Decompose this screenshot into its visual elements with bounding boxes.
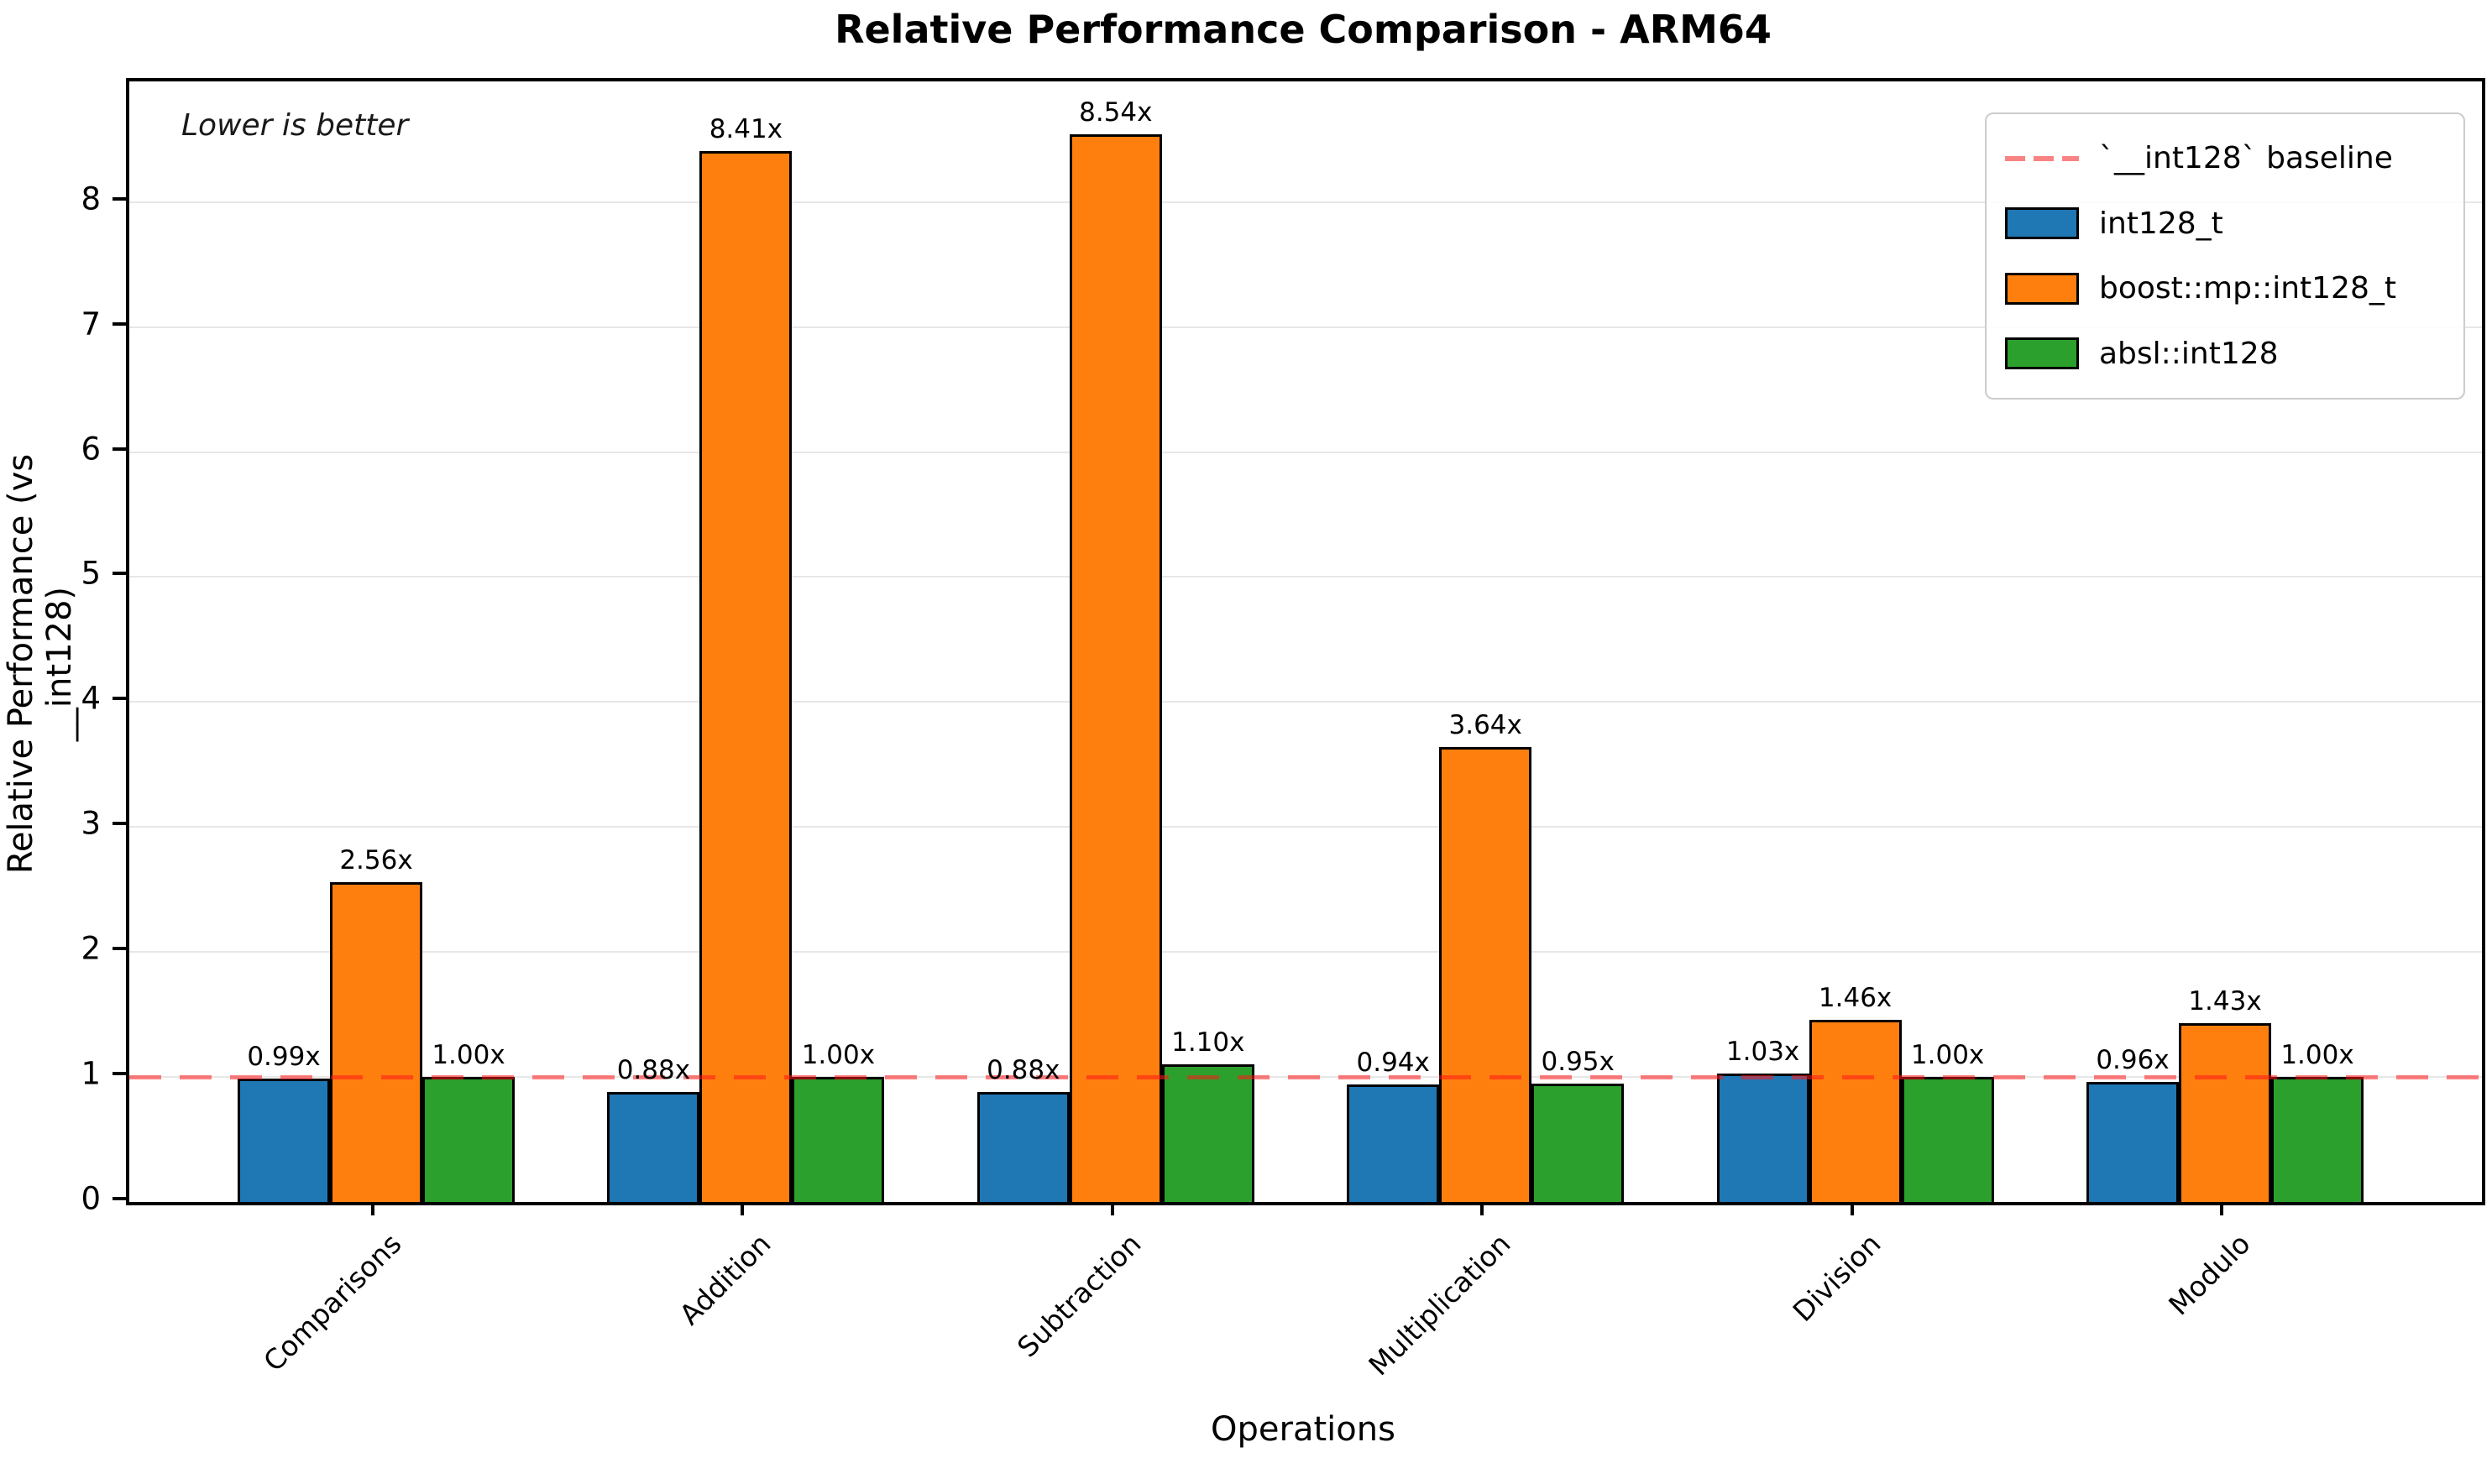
x-tick-label: Division bbox=[1786, 1227, 1887, 1329]
y-tick-label: 1 bbox=[81, 1055, 101, 1092]
y-gridline bbox=[129, 326, 2482, 328]
chart-title: Relative Performance Comparison - ARM64 bbox=[835, 7, 1772, 52]
bar-value-label: 1.00x bbox=[432, 1040, 505, 1071]
bar-value-label: 0.88x bbox=[616, 1054, 691, 1085]
y-tick-mark bbox=[113, 447, 126, 451]
bar-int128_t bbox=[607, 1091, 700, 1202]
bar-boost::mp::int128_t bbox=[1069, 134, 1162, 1202]
bar-value-label: 1.00x bbox=[1910, 1040, 1985, 1071]
y-tick-mark bbox=[113, 1072, 126, 1076]
x-axis-label: Operations bbox=[1211, 1410, 1395, 1449]
bar-value-label: 1.03x bbox=[1725, 1036, 1800, 1067]
x-tick-label: Addition bbox=[673, 1227, 777, 1331]
y-gridline bbox=[129, 701, 2482, 703]
bar-boost::mp::int128_t bbox=[699, 150, 793, 1202]
bar-value-label: 0.94x bbox=[1356, 1048, 1430, 1079]
bar-value-label: 1.43x bbox=[2188, 986, 2262, 1017]
y-tick-mark bbox=[113, 572, 126, 576]
bar-int128_t bbox=[2086, 1082, 2179, 1202]
x-tick-mark bbox=[371, 1202, 374, 1215]
x-tick-mark bbox=[2220, 1202, 2223, 1215]
annotation-lower-is-better: Lower is better bbox=[181, 108, 409, 143]
legend-swatch-icon bbox=[2005, 272, 2079, 305]
legend-label: `__int128` baseline bbox=[2099, 141, 2393, 176]
y-tick-label: 0 bbox=[81, 1180, 101, 1217]
legend-swatch-icon bbox=[2005, 207, 2079, 240]
y-tick-label: 4 bbox=[81, 680, 101, 717]
x-tick-label: Subtraction bbox=[1010, 1227, 1148, 1364]
y-tick-mark bbox=[113, 1197, 126, 1200]
bar-absl::int128 bbox=[1531, 1083, 1625, 1202]
bar-int128_t bbox=[976, 1091, 1070, 1202]
x-tick-mark bbox=[1110, 1202, 1114, 1215]
legend-item-boost::mp::int128_t: boost::mp::int128_t bbox=[2005, 271, 2445, 306]
bar-absl::int128 bbox=[2271, 1077, 2364, 1202]
bar-value-label: 0.96x bbox=[2096, 1045, 2170, 1076]
y-tick-label: 2 bbox=[81, 930, 101, 967]
y-gridline bbox=[129, 576, 2482, 578]
bar-absl::int128 bbox=[792, 1077, 885, 1202]
x-tick-mark bbox=[741, 1202, 745, 1215]
bar-int128_t bbox=[1716, 1073, 1809, 1202]
bar-value-label: 8.41x bbox=[709, 113, 783, 144]
y-gridline bbox=[129, 951, 2482, 954]
y-tick-mark bbox=[113, 697, 126, 701]
y-tick-label: 8 bbox=[81, 180, 101, 217]
bar-value-label: 8.54x bbox=[1079, 97, 1153, 128]
y-tick-label: 5 bbox=[81, 555, 101, 592]
x-tick-label: Multiplication bbox=[1362, 1227, 1517, 1382]
bar-boost::mp::int128_t bbox=[1439, 746, 1532, 1202]
y-tick-label: 6 bbox=[81, 431, 101, 468]
bar-int128_t bbox=[1347, 1084, 1440, 1202]
x-tick-mark bbox=[1850, 1202, 1854, 1215]
y-gridline bbox=[129, 201, 2482, 203]
legend-label: absl::int128 bbox=[2099, 336, 2279, 371]
y-tick-label: 3 bbox=[81, 805, 101, 842]
y-tick-mark bbox=[113, 822, 126, 826]
bar-value-label: 1.46x bbox=[1818, 982, 1893, 1013]
legend-item-absl::int128: absl::int128 bbox=[2005, 337, 2445, 371]
legend-label: boost::mp::int128_t bbox=[2099, 271, 2396, 306]
legend-swatch-icon bbox=[2005, 337, 2079, 370]
x-tick-mark bbox=[1480, 1202, 1484, 1215]
bar-value-label: 0.95x bbox=[1541, 1046, 1615, 1077]
y-tick-label: 7 bbox=[81, 306, 101, 342]
bar-value-label: 3.64x bbox=[1448, 709, 1522, 740]
legend-label: int128_t bbox=[2099, 206, 2223, 241]
bar-value-label: 0.88x bbox=[987, 1054, 1060, 1085]
y-tick-mark bbox=[113, 196, 126, 201]
bar-value-label: 0.99x bbox=[247, 1041, 321, 1072]
y-gridline bbox=[129, 451, 2482, 453]
bar-boost::mp::int128_t bbox=[1809, 1019, 1902, 1202]
bar-absl::int128 bbox=[1161, 1064, 1254, 1202]
x-tick-label: Comparisons bbox=[257, 1227, 408, 1378]
bar-absl::int128 bbox=[1901, 1077, 1994, 1202]
bar-value-label: 2.56x bbox=[339, 844, 413, 875]
legend-item-baseline: `__int128` baseline bbox=[2005, 141, 2445, 175]
baseline-line bbox=[129, 1074, 2482, 1079]
y-tick-mark bbox=[113, 321, 126, 326]
bar-value-label: 1.10x bbox=[1171, 1027, 1245, 1058]
bar-boost::mp::int128_t bbox=[2179, 1023, 2271, 1202]
baseline-dash-icon bbox=[2005, 155, 2079, 161]
y-gridline bbox=[129, 826, 2482, 828]
bar-int128_t bbox=[238, 1078, 330, 1202]
x-tick-label: Modulo bbox=[2162, 1227, 2257, 1322]
bar-boost::mp::int128_t bbox=[330, 881, 422, 1202]
bar-absl::int128 bbox=[422, 1077, 515, 1202]
y-tick-mark bbox=[113, 947, 126, 951]
bar-value-label: 1.00x bbox=[801, 1040, 876, 1071]
bar-value-label: 1.00x bbox=[2280, 1040, 2354, 1071]
legend-item-int128_t: int128_t bbox=[2005, 206, 2445, 241]
